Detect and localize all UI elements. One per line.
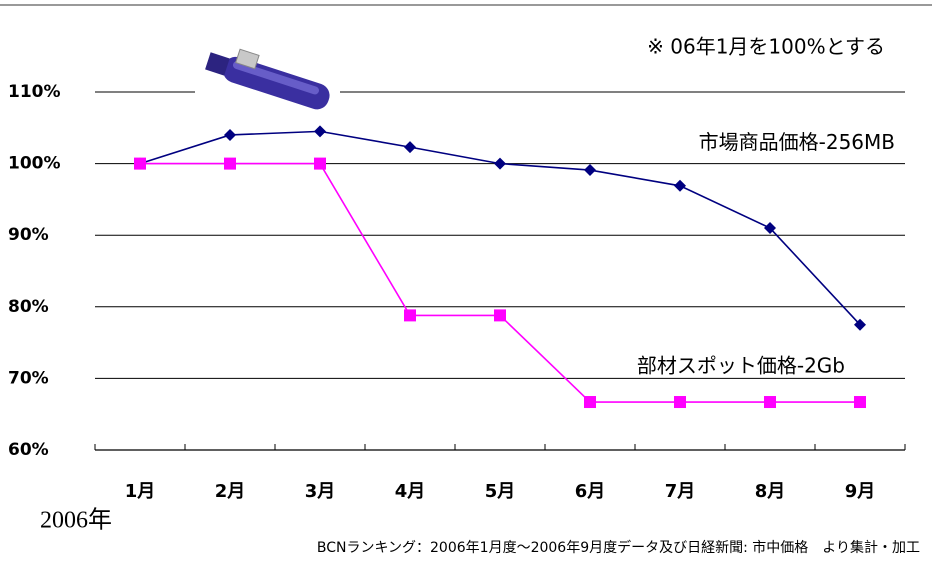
y-tick-label: 60% — [8, 440, 49, 460]
x-tick-label: 5月 — [485, 481, 516, 502]
data-point — [404, 141, 416, 154]
data-point — [854, 396, 866, 409]
data-point — [674, 396, 686, 409]
y-tick-label: 90% — [8, 225, 49, 245]
data-point — [314, 157, 326, 170]
series-label: 部材スポット価格-2Gb — [637, 354, 845, 378]
data-point — [494, 157, 506, 170]
x-axis-label: 2006年 — [40, 507, 112, 534]
plot-area: 60% 70% 80% 90% 100% 110% 1月 2月 3月 4月 5月 6月 7月 8月 9月 市場… — [8, 82, 906, 502]
y-tick-label: 70% — [8, 368, 49, 388]
data-point — [764, 222, 776, 235]
data-point — [674, 179, 686, 192]
data-point — [134, 157, 146, 170]
chart-subtitle: ※ 06年1月を100%とする — [647, 35, 885, 59]
data-point — [584, 396, 596, 409]
x-tick-label: 1月 — [125, 481, 156, 502]
data-point — [224, 128, 236, 141]
x-tick-label: 4月 — [395, 481, 426, 502]
data-point — [494, 309, 506, 322]
x-tick-label: 7月 — [665, 481, 696, 502]
series-label: 市場商品価格-256MB — [699, 130, 895, 154]
data-point — [764, 396, 776, 409]
data-point — [314, 125, 326, 138]
x-tick-label: 8月 — [755, 481, 786, 502]
x-tick-label: 3月 — [305, 481, 336, 502]
data-point — [404, 309, 416, 322]
y-tick-label: 110% — [8, 82, 61, 102]
x-tick-label: 9月 — [845, 481, 876, 502]
data-point — [854, 318, 866, 331]
y-tick-label: 80% — [8, 297, 49, 317]
data-point — [224, 157, 236, 170]
x-tick-label: 6月 — [575, 481, 606, 502]
x-tick-label: 2月 — [215, 481, 246, 502]
y-tick-label: 100% — [8, 154, 61, 174]
usb-drive-image — [195, 48, 340, 110]
source-note: BCNランキング：2006年1月度～2006年9月度データ及び日経新聞: 市中価… — [317, 539, 920, 556]
data-point — [584, 164, 596, 177]
